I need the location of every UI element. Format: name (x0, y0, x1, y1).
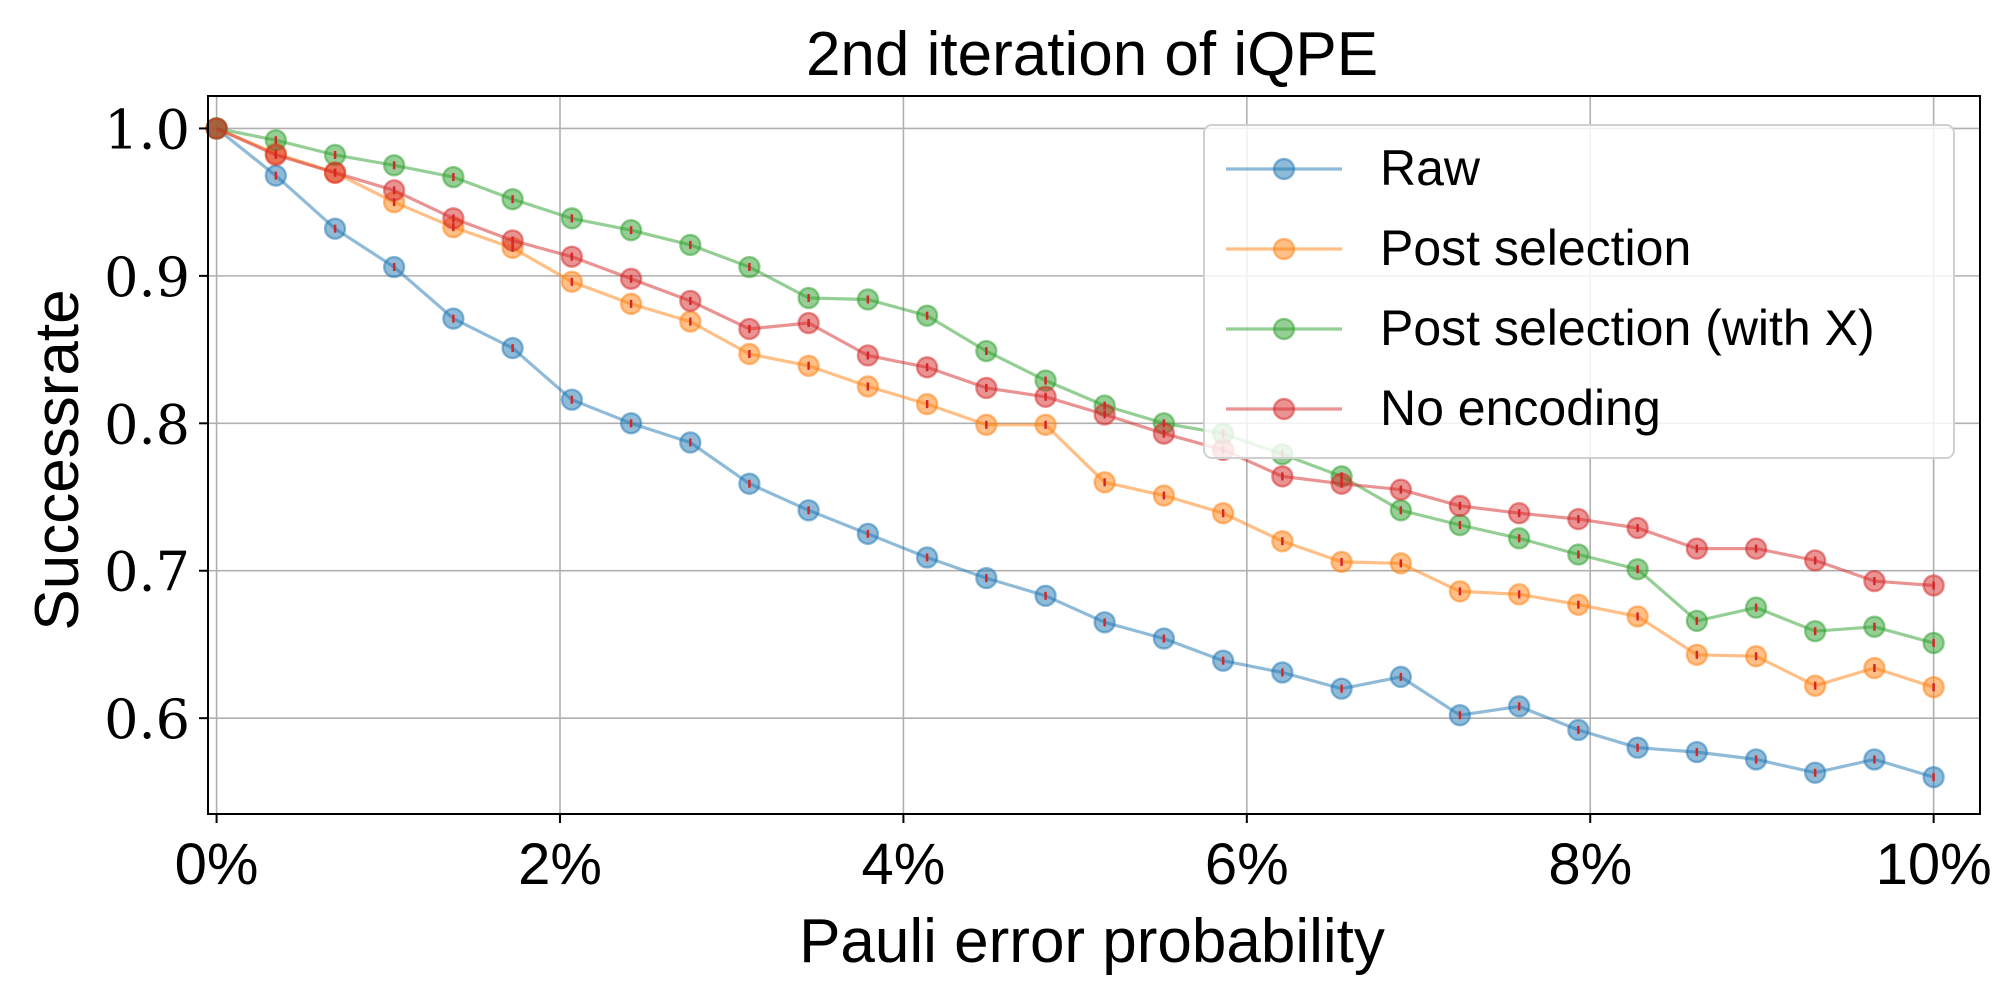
x-tick-label: 4% (861, 832, 945, 897)
tick-layer: 0% 2% 4% 6% 8% 10% 0.6 0.7 0.8 0.9 1.0 (104, 98, 1992, 897)
legend-marker (1272, 157, 1296, 181)
x-tick-label: 10% (1876, 832, 1992, 897)
legend-item: Raw (1226, 140, 1481, 196)
y-axis-label: Successrate (23, 289, 92, 630)
x-tick-label: 8% (1548, 832, 1632, 897)
legend-label: Raw (1380, 140, 1481, 196)
legend-marker (1272, 317, 1296, 341)
series-layer (205, 117, 1945, 789)
x-tick-label: 6% (1205, 832, 1289, 897)
legend-box (1203, 124, 1955, 459)
y-tick-label: 0.8 (104, 393, 190, 456)
legend-label: No encoding (1380, 380, 1661, 436)
chart-title: 2nd iteration of iQPE (806, 20, 1378, 89)
legend-item: Post selection (with X) (1226, 300, 1875, 356)
legend-marker (1272, 237, 1296, 261)
x-axis-label: Pauli error probability (799, 907, 1385, 976)
legend-marker (1272, 397, 1296, 421)
x-tick-label: 0% (175, 832, 259, 897)
y-tick-label: 0.7 (104, 541, 190, 604)
legend: Raw Post selection Post selection (with X)… (1203, 124, 1955, 459)
legend-item: Post selection (1226, 220, 1691, 276)
y-tick-label: 0.9 (104, 246, 190, 309)
legend-label: Post selection (with X) (1380, 300, 1875, 356)
plot-frame (207, 95, 1981, 815)
y-tick-label: 0.6 (104, 688, 190, 751)
legend-item: No encoding (1226, 380, 1661, 436)
y-tick-label: 1.0 (104, 98, 190, 161)
legend-label: Post selection (1380, 220, 1691, 276)
x-tick-label: 2% (518, 832, 602, 897)
data-point (205, 117, 228, 140)
